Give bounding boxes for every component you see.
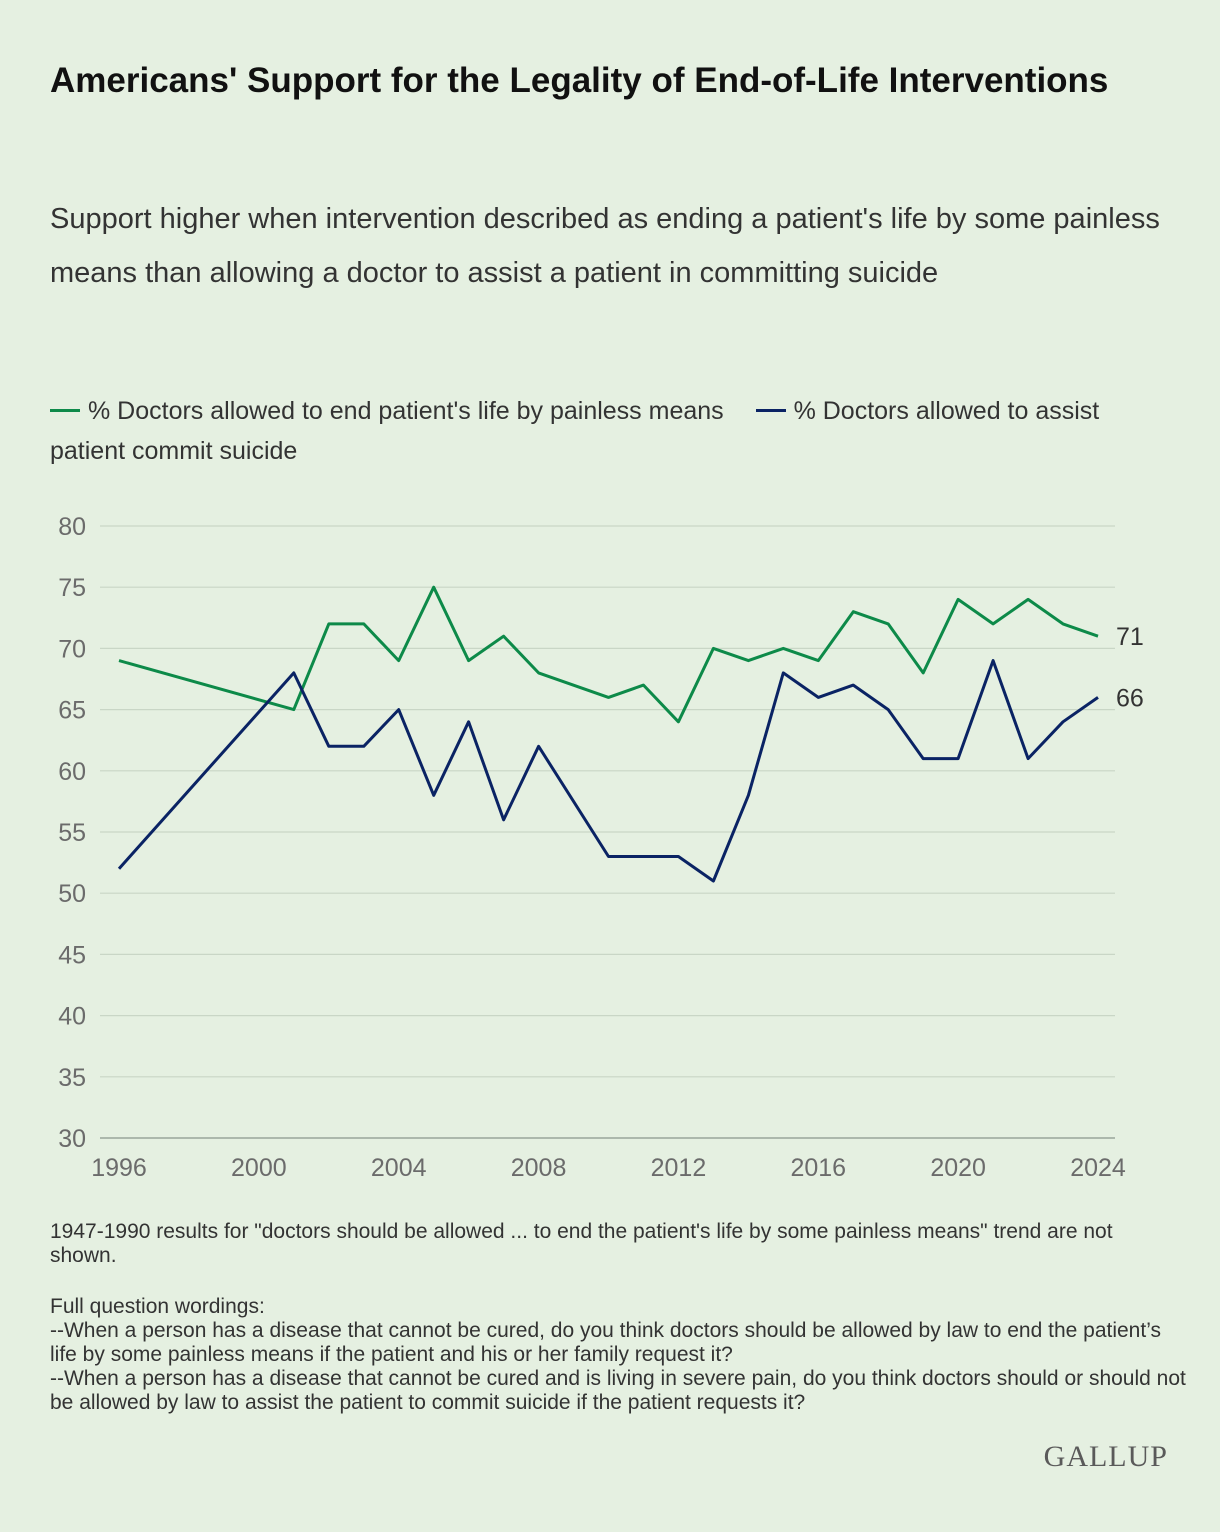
x-tick-label: 2024	[1070, 1154, 1126, 1182]
y-tick-label: 30	[58, 1125, 86, 1153]
x-tick-label: 2016	[790, 1154, 846, 1182]
y-tick-label: 75	[58, 574, 86, 602]
y-tick-label: 80	[58, 513, 86, 541]
y-tick-label: 60	[58, 758, 86, 786]
y-tick-label: 50	[58, 880, 86, 908]
end-label-assisted-suicide: 66	[1116, 684, 1144, 712]
legend-swatch-navy	[755, 408, 786, 412]
legend-swatch-green	[50, 408, 80, 412]
x-tick-label: 2020	[930, 1154, 986, 1182]
end-label-painless-means: 71	[1116, 623, 1144, 651]
x-tick-label: 2008	[511, 1154, 567, 1182]
series-line-painless-means	[118, 585, 1099, 724]
legend-label-assisted-suicide: % Doctors allowed to assist patient comm…	[50, 397, 1100, 465]
line-chart: 30 35 40 45 50 55 60 65 70 75 80 1996 2000 2004 2008 20…	[58, 513, 1144, 1182]
chart-subtitle: Support higher when intervention describ…	[50, 203, 1160, 289]
legend-label-painless-means: % Doctors allowed to end patient's life …	[88, 397, 724, 425]
question-wordings: Full question wordings: --When a person …	[50, 1295, 1190, 1415]
y-tick-label: 40	[58, 1003, 86, 1031]
gallup-logo: GALLUP	[1043, 1440, 1168, 1473]
wording-q2: --When a person has a disease that canno…	[50, 1367, 1186, 1414]
legend-item-assisted-suicide: % Doctors allowed to assist patient comm…	[50, 397, 1099, 465]
x-tick-label: 1996	[91, 1154, 147, 1182]
x-tick-label: 2004	[371, 1154, 427, 1182]
series-line-assisted-suicide	[117, 659, 1099, 883]
x-tick-label: 2000	[231, 1154, 287, 1182]
y-tick-label: 35	[58, 1064, 86, 1092]
wording-q1: --When a person has a disease that canno…	[50, 1319, 1161, 1366]
chart-legend: % Doctors allowed to end patient's life …	[50, 391, 1170, 471]
wording-heading: Full question wordings:	[50, 1295, 265, 1318]
y-tick-label: 55	[58, 819, 86, 847]
chart-note: 1947-1990 results for "doctors should be…	[50, 1220, 1113, 1267]
y-tick-label: 65	[58, 697, 86, 725]
y-tick-label: 45	[58, 941, 86, 969]
chart-title: Americans' Support for the Legality of E…	[50, 61, 1109, 100]
legend-item-painless-means: % Doctors allowed to end patient's life …	[50, 397, 731, 425]
x-tick-label: 2012	[651, 1154, 707, 1182]
y-tick-label: 70	[58, 635, 86, 663]
